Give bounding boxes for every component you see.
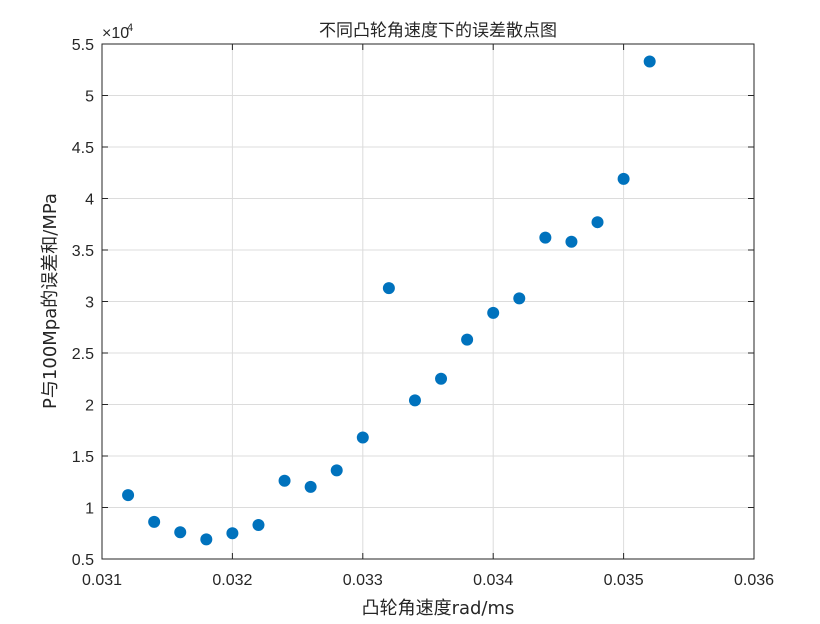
scatter-point bbox=[330, 464, 343, 477]
y-axis-label: P与100Mpa的误差和/MPa bbox=[40, 193, 61, 409]
x-axis-label: 凸轮角速度rad/ms bbox=[362, 598, 515, 619]
scatter-point bbox=[643, 55, 656, 68]
x-tick-label: 0.033 bbox=[343, 572, 383, 589]
y-tick-label: 1 bbox=[85, 501, 94, 518]
y-tick-label: 0.5 bbox=[72, 552, 94, 569]
tick-marks bbox=[101, 43, 755, 560]
scatter-point bbox=[174, 526, 187, 539]
svg-text:4: 4 bbox=[127, 22, 133, 34]
scatter-point bbox=[122, 489, 135, 502]
y-tick-label: 5 bbox=[85, 89, 94, 106]
svg-text:×10: ×10 bbox=[102, 25, 129, 42]
scatter-point bbox=[435, 372, 448, 385]
scatter-point bbox=[461, 333, 474, 346]
scatter-point bbox=[304, 480, 317, 493]
y-exponent: ×10 4 bbox=[102, 22, 133, 42]
y-tick-label: 2 bbox=[85, 398, 94, 415]
y-tick-label: 2.5 bbox=[72, 346, 94, 363]
scatter-point bbox=[200, 533, 213, 546]
scatter-point bbox=[617, 172, 630, 185]
scatter-point bbox=[487, 306, 500, 319]
scatter-point bbox=[513, 292, 526, 305]
y-tick-label: 5.5 bbox=[72, 37, 94, 54]
scatter-point bbox=[148, 515, 161, 528]
y-tick-label: 4.5 bbox=[72, 140, 94, 157]
y-tick-label: 3 bbox=[85, 295, 94, 312]
x-tick-label: 0.032 bbox=[212, 572, 252, 589]
scatter-point bbox=[356, 431, 369, 444]
scatter-point bbox=[382, 282, 395, 295]
x-tick-label: 0.034 bbox=[473, 572, 513, 589]
y-tick-labels: 0.5 1 1.5 2 2.5 3 3.5 4 4.5 5 5.5 bbox=[72, 37, 94, 569]
scatter-point bbox=[539, 231, 552, 244]
x-tick-label: 0.036 bbox=[734, 572, 774, 589]
x-tick-label: 0.031 bbox=[82, 572, 122, 589]
scatter-point bbox=[252, 519, 265, 532]
scatter-point bbox=[278, 474, 291, 487]
scatter-point bbox=[226, 527, 239, 540]
data-points bbox=[122, 55, 656, 546]
chart-title: 不同凸轮角速度下的误差散点图 bbox=[319, 21, 557, 41]
x-tick-labels: 0.031 0.032 0.033 0.034 0.035 0.036 bbox=[82, 572, 774, 589]
scatter-point bbox=[591, 216, 604, 229]
scatter-point bbox=[408, 394, 421, 407]
y-tick-label: 1.5 bbox=[72, 449, 94, 466]
scatter-point bbox=[565, 235, 578, 248]
y-tick-label: 4 bbox=[85, 192, 94, 209]
y-tick-label: 3.5 bbox=[72, 243, 94, 260]
grid-lines bbox=[101, 43, 755, 560]
x-tick-label: 0.035 bbox=[604, 572, 644, 589]
